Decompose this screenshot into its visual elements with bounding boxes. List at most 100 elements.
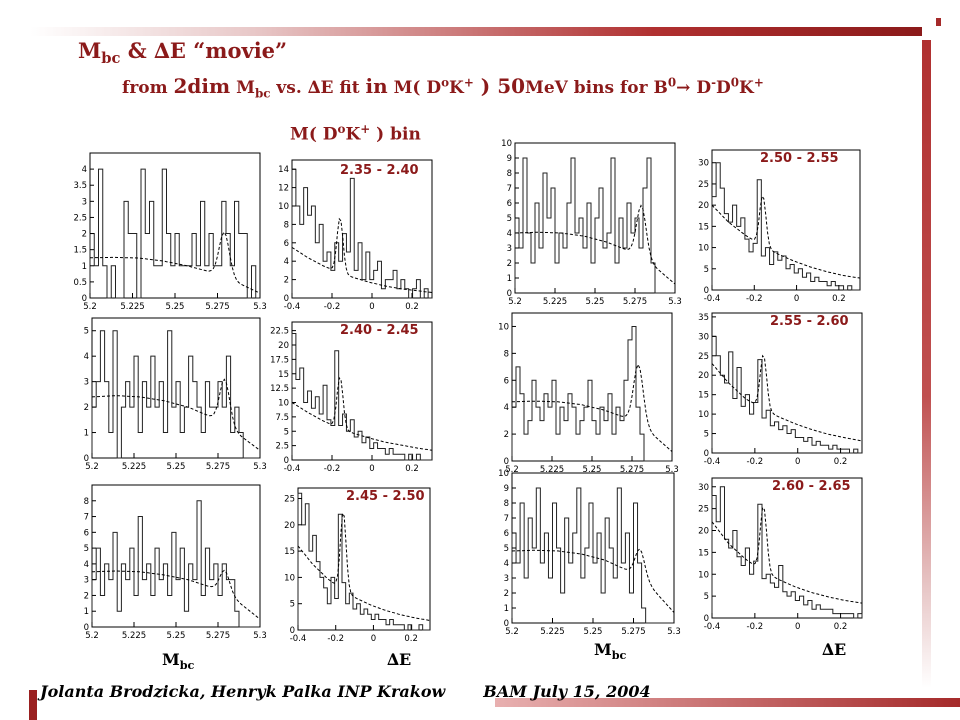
x-tick-label: -0.4: [704, 622, 721, 632]
fit-curve: [291, 376, 433, 451]
footer: Jolanta Brodzicka, Henryk Palka INP Krak…: [40, 682, 651, 701]
y-tick-label: 6: [504, 529, 509, 539]
x-tick-label: -0.4: [284, 464, 301, 474]
x-tick-label: 5.2: [85, 462, 99, 472]
histogram-panel-6: 0 2.5 5 7.5 10 12.5 15 17.5 20 22.5 -0.4 -0.2 0 0.2 2.…: [270, 321, 433, 474]
y-tick-label: 20: [698, 371, 709, 381]
x-tick-label: 5.225: [120, 302, 144, 312]
x-tick-label: 0: [369, 464, 374, 474]
histogram-line: [297, 492, 430, 631]
histogram-line: [711, 162, 860, 291]
x-tick-label: 5.225: [122, 462, 146, 472]
axis-label-de-right: ∆E: [822, 640, 847, 659]
y-tick-label: 30: [698, 159, 709, 169]
x-tick-label: 5.275: [623, 297, 647, 307]
x-tick-label: -0.2: [324, 302, 341, 312]
histogram-panel-8: 0 5 10 15 20 25 30 35 -0.4 -0.2 0 0.2 2.55 - 2.60: [698, 312, 863, 467]
y-tick-label: 3: [507, 244, 512, 254]
y-tick-label: 5: [290, 600, 295, 610]
x-tick-label: -0.2: [747, 457, 764, 467]
x-tick-label: 0: [794, 294, 799, 304]
y-tick-label: 20: [698, 201, 709, 211]
y-tick-label: 8: [504, 499, 509, 509]
x-tick-label: -0.4: [290, 634, 307, 644]
histogram-panel-10: 0 5 10 15 20 25 -0.4 -0.2 0 0.2 2.45 - 2.50: [284, 487, 431, 644]
x-tick-label: 5.225: [540, 627, 564, 637]
y-tick-label: 5: [704, 265, 709, 275]
y-tick-label: 12: [278, 184, 289, 194]
y-tick-label: 8: [504, 349, 509, 359]
x-tick-label: 5.25: [167, 631, 186, 641]
x-tick-label: 5.275: [205, 302, 229, 312]
y-tick-label: 15: [284, 547, 295, 557]
x-tick-label: 5.3: [665, 465, 679, 475]
y-tick-label: 0: [704, 449, 709, 459]
x-tick-label: 0.2: [405, 464, 419, 474]
y-tick-label: 2: [504, 430, 509, 440]
x-tick-label: 0.2: [405, 302, 419, 312]
y-tick-label: 1: [84, 607, 89, 617]
bin-range-label: 2.35 - 2.40: [340, 163, 419, 178]
x-tick-label: 5.2: [83, 302, 97, 312]
x-tick-label: 5.25: [166, 302, 185, 312]
y-tick-label: 7.5: [275, 413, 289, 423]
y-tick-label: 0: [284, 456, 289, 466]
y-tick-label: 1: [507, 274, 512, 284]
y-tick-label: 2: [84, 403, 89, 413]
fit-curve: [511, 363, 673, 452]
x-tick-label: 0.2: [404, 634, 418, 644]
y-tick-label: 4: [84, 352, 89, 362]
histogram-panel-2: 0 2 4 6 8 10 12 14 -0.4 -0.2 0 0.2 2.35 - 2.40: [278, 159, 433, 312]
y-tick-label: 7: [84, 513, 89, 523]
x-tick-label: 0: [371, 634, 376, 644]
x-tick-label: 0: [795, 457, 800, 467]
x-tick-label: 5.25: [167, 462, 186, 472]
y-tick-label: 10: [278, 202, 289, 212]
histogram-line: [711, 486, 863, 619]
x-tick-label: 5.2: [505, 465, 519, 475]
y-tick-label: 5: [84, 544, 89, 554]
histogram-panel-4: 0 5 10 15 20 25 30 -0.4 -0.2 0 0.2 2.50 - 2.55: [698, 149, 861, 304]
y-tick-label: 4: [504, 559, 509, 569]
histogram-line: [511, 487, 674, 624]
fit-curve: [711, 506, 863, 604]
y-tick-label: 2.5: [275, 442, 289, 452]
bin-range-label: 2.45 - 2.50: [346, 489, 425, 504]
bin-range-label: 2.60 - 2.65: [772, 479, 851, 494]
y-tick-label: 2: [507, 259, 512, 269]
y-tick-label: 20: [698, 527, 709, 537]
y-tick-label: 5: [704, 430, 709, 440]
y-tick-label: 1: [84, 429, 89, 439]
axis-label-mbc-left: Mbc: [162, 650, 195, 673]
histogram-line: [511, 325, 672, 462]
y-tick-label: 8: [84, 497, 89, 507]
x-tick-label: -0.2: [324, 464, 341, 474]
plot-frame: [711, 477, 863, 619]
y-tick-label: 3: [504, 574, 509, 584]
x-tick-label: 5.25: [586, 297, 605, 307]
y-tick-label: 20: [278, 341, 289, 351]
y-tick-label: 8: [284, 220, 289, 230]
x-tick-label: 5.3: [253, 302, 267, 312]
x-tick-label: 5.25: [584, 627, 603, 637]
y-tick-label: 1: [82, 262, 87, 272]
y-tick-label: 10: [284, 573, 295, 583]
y-tick-label: 6: [507, 199, 512, 209]
x-tick-label: 0: [369, 302, 374, 312]
histogram-line: [89, 168, 260, 299]
histogram-panel-5: 0 1 2 3 4 5 5.2 5.225 5.25 5.275 5.3: [84, 317, 267, 472]
y-tick-label: 10: [698, 410, 709, 420]
slide-title: Mbc & ∆E “movie”: [78, 38, 288, 68]
y-tick-label: 3: [84, 576, 89, 586]
left-accent-bar: [29, 690, 37, 720]
x-tick-label: 5.3: [667, 627, 681, 637]
histogram-panel-11: 0 1 2 3 4 5 6 7 8 9 10 5.2 5.225 5.25 5.275 5.3: [498, 469, 681, 637]
bin-header: M( DoK+ ) bin: [290, 122, 421, 145]
y-tick-label: 6: [504, 376, 509, 386]
y-tick-label: 0: [704, 286, 709, 296]
x-tick-label: 5.2: [505, 627, 519, 637]
x-tick-label: 0.2: [834, 622, 848, 632]
x-tick-label: -0.2: [327, 634, 344, 644]
x-tick-label: -0.2: [747, 622, 764, 632]
fit-curve: [291, 217, 433, 293]
